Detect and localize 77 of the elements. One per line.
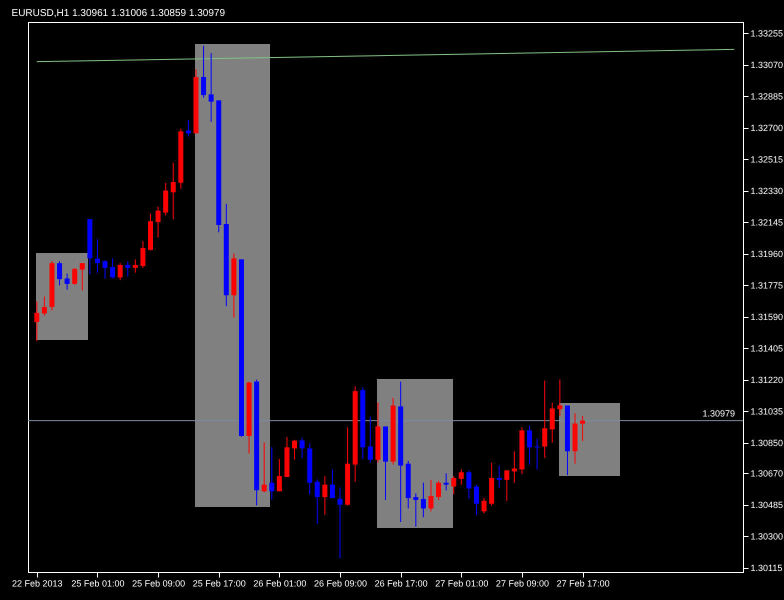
x-tick-label: 25 Feb 01:00 xyxy=(71,578,124,588)
candlestick xyxy=(276,458,282,492)
candlestick xyxy=(57,260,62,286)
candlestick xyxy=(436,480,442,500)
candlestick xyxy=(269,446,274,500)
x-tick-label: 26 Feb 17:00 xyxy=(374,578,428,588)
x-tick-label: 26 Feb 09:00 xyxy=(314,578,368,588)
y-tick-label: 1.30115 xyxy=(750,563,782,574)
candlestick xyxy=(527,425,532,466)
candlestick xyxy=(557,379,562,416)
candlestick xyxy=(102,260,108,279)
candlestick xyxy=(474,484,479,516)
candlestick xyxy=(428,479,434,512)
y-tick-label: 1.31220 xyxy=(750,375,784,386)
y-tick-label: 1.30670 xyxy=(750,468,784,479)
candlestick xyxy=(201,45,206,98)
chart-title: EURUSD,H1 1.30961 1.31006 1.30859 1.30979 xyxy=(12,8,226,19)
y-tick-label: 1.32700 xyxy=(750,123,784,134)
candlestick xyxy=(368,416,373,464)
y-tick-label: 1.30300 xyxy=(750,532,784,542)
y-tick-label: 1.31405 xyxy=(750,344,784,354)
x-tick-label: 26 Feb 01:00 xyxy=(253,578,306,588)
ref-line-label: 1.30979 xyxy=(702,408,735,419)
y-tick-label: 1.33070 xyxy=(750,60,784,70)
candlestick xyxy=(550,402,555,444)
candlestick xyxy=(80,262,85,292)
candlestick xyxy=(140,240,146,268)
y-tick-label: 1.31775 xyxy=(750,280,784,291)
candlestick xyxy=(94,238,100,274)
candlestick xyxy=(451,476,456,495)
candlestick xyxy=(34,300,40,342)
y-tick-label: 1.32330 xyxy=(750,186,784,196)
candlestick xyxy=(292,439,298,460)
candlestick xyxy=(125,260,130,278)
x-tick-label: 22 Feb 2013 xyxy=(12,578,63,588)
y-tick-label: 1.31035 xyxy=(750,406,784,417)
candlestick xyxy=(504,470,510,502)
y-tick-label: 1.32515 xyxy=(750,154,784,165)
candlestick xyxy=(322,476,328,516)
y-tick-label: 1.32145 xyxy=(750,218,784,228)
candlestick xyxy=(496,465,502,488)
x-tick-label: 27 Feb 01:00 xyxy=(435,578,488,588)
candlestick xyxy=(156,206,161,238)
candlestick xyxy=(580,416,586,442)
candlestick xyxy=(72,267,78,286)
y-tick-label: 1.31590 xyxy=(750,312,784,322)
y-tick-label: 1.30485 xyxy=(750,500,784,510)
candlestick xyxy=(482,498,487,514)
candlestick xyxy=(466,470,472,500)
x-tick-label: 27 Feb 09:00 xyxy=(496,578,549,588)
candlestick xyxy=(413,492,418,528)
x-tick-label: 27 Feb 17:00 xyxy=(556,578,610,588)
candlestick xyxy=(163,182,168,216)
x-tick-label: 25 Feb 17:00 xyxy=(192,578,246,588)
candlestick xyxy=(458,468,464,486)
candlestick xyxy=(118,262,123,281)
candlestick xyxy=(534,438,540,470)
candlestick xyxy=(420,482,426,518)
y-tick-label: 1.33255 xyxy=(750,28,784,39)
candlestick xyxy=(64,273,70,290)
candlestick xyxy=(262,442,267,493)
candlestick xyxy=(42,296,47,316)
x-tick-label: 25 Feb 09:00 xyxy=(132,578,186,588)
candlestick xyxy=(170,162,176,220)
candlestick xyxy=(132,258,138,274)
candlestick xyxy=(110,258,116,279)
candlestick xyxy=(208,52,214,122)
candlestick xyxy=(314,479,320,524)
candlestick xyxy=(330,468,335,499)
candlestick xyxy=(542,380,548,458)
y-tick-label: 1.30850 xyxy=(750,438,784,448)
y-tick-label: 1.31960 xyxy=(750,249,784,260)
y-tick-label: 1.32885 xyxy=(750,92,784,102)
candlestick xyxy=(300,437,305,458)
candlestick xyxy=(186,119,191,138)
candlestick xyxy=(338,487,343,559)
candlestick xyxy=(512,450,517,484)
